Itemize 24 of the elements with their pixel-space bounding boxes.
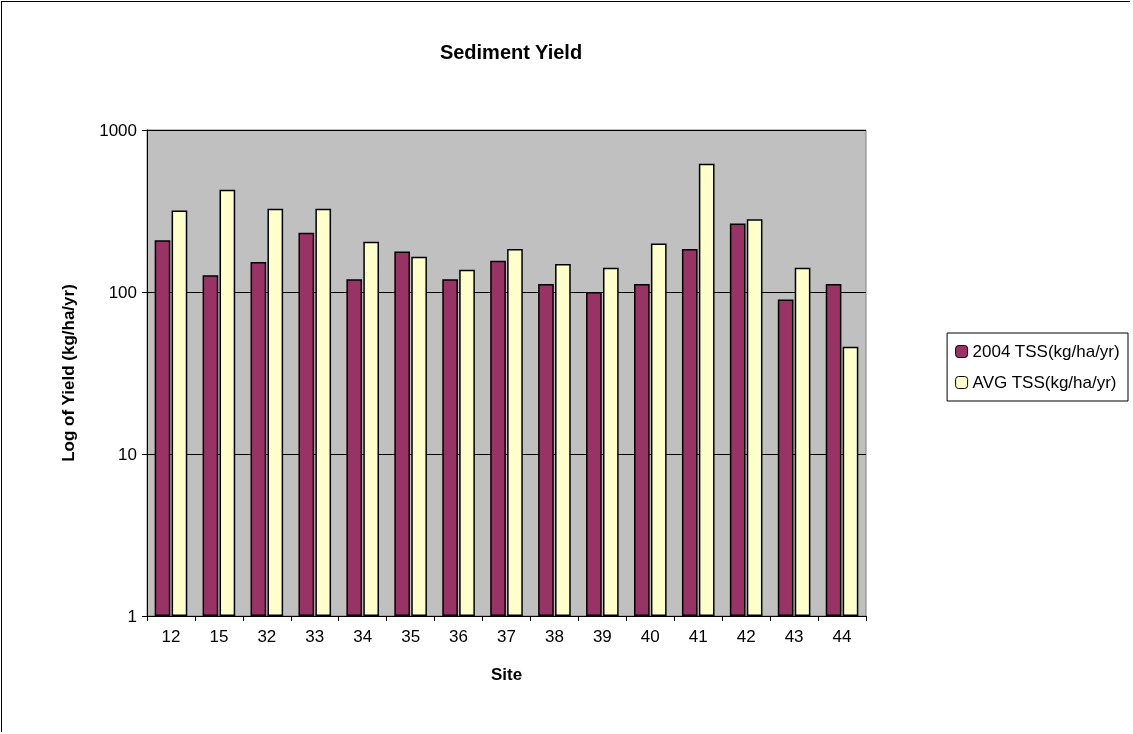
chart-title: Sediment Yield: [439, 41, 583, 63]
x-tick-label: 38: [544, 627, 564, 646]
y-tick-label: 100: [108, 282, 137, 302]
x-tick-label: 43: [784, 627, 804, 646]
x-tick-label: 36: [449, 627, 469, 646]
x-tick-label: 37: [497, 627, 516, 646]
x-tick-label: 39: [592, 627, 612, 646]
x-tick-label: 40: [640, 627, 660, 646]
x-tick-label: 32: [257, 627, 277, 646]
y-tick-label: 1: [127, 606, 137, 626]
x-axis-title: Site: [490, 665, 523, 684]
x-tick-label: 34: [353, 627, 373, 646]
x-tick-label: 33: [305, 627, 325, 646]
x-tick-label: 15: [209, 627, 229, 646]
y-tick-label: 10: [118, 444, 137, 464]
y-axis-title: Log of Yield (kg/ha/yr): [59, 284, 78, 462]
y-tick-label: 1000: [99, 120, 137, 140]
x-tick-label: 12: [161, 627, 181, 646]
x-tick-label: 35: [401, 627, 421, 646]
legend-label: AVG TSS(kg/ha/yr): [972, 373, 1117, 392]
x-tick-label: 44: [832, 627, 852, 646]
legend-label: 2004 TSS(kg/ha/yr): [972, 342, 1120, 361]
x-tick-label: 41: [688, 627, 708, 646]
x-tick-label: 42: [736, 627, 756, 646]
